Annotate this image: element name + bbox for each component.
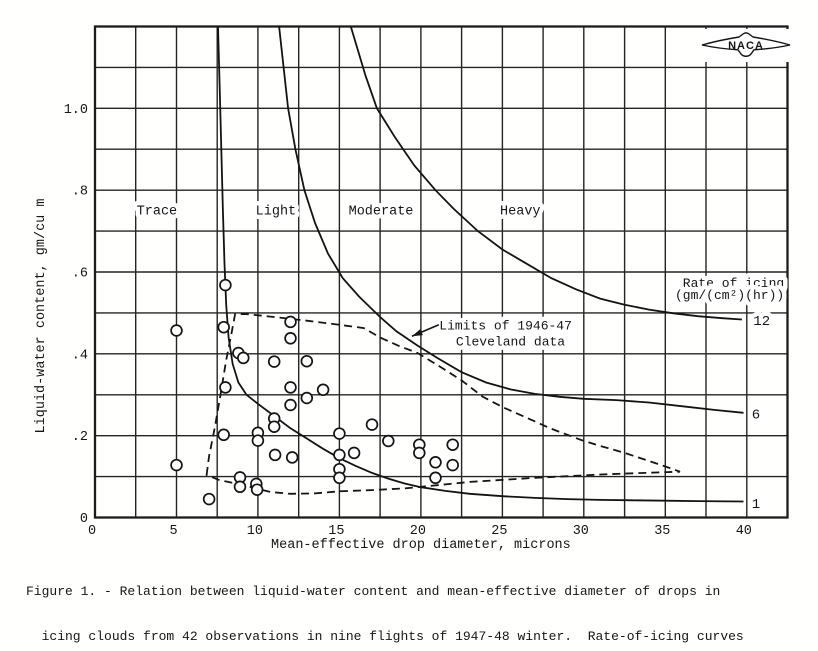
- x-tick-label: 5: [169, 524, 177, 539]
- figure-caption: Figure 1. - Relation between liquid-wate…: [26, 555, 810, 651]
- x-axis-title: Mean-effective drop diameter, microns: [271, 538, 571, 552]
- data-point: [251, 434, 265, 447]
- scatter-points: [170, 278, 459, 506]
- data-point: [268, 448, 282, 462]
- region-label-trace: Trace: [137, 204, 178, 219]
- naca-logo-text: NACA: [728, 40, 764, 52]
- annotation-text-line: Limits of 1946-47: [439, 319, 572, 334]
- cleveland-limits-boundary: [205, 313, 681, 495]
- icing-curve-6: [278, 26, 744, 414]
- data-point: [170, 458, 183, 472]
- y-tick-label: 1.0: [64, 103, 88, 118]
- curve-label-1: 1: [752, 497, 760, 513]
- x-tick-label: 10: [247, 524, 263, 539]
- data-point: [382, 434, 395, 448]
- x-tick-label: 35: [654, 524, 670, 539]
- data-point: [217, 320, 230, 334]
- naca-wings-icon: [701, 32, 791, 57]
- data-point: [333, 448, 346, 462]
- data-point: [233, 480, 247, 494]
- data-point: [267, 355, 281, 368]
- data-point: [300, 391, 314, 405]
- region-label-moderate: Moderate: [349, 204, 414, 219]
- data-point: [250, 483, 264, 496]
- naca-logo: NACA: [698, 29, 794, 62]
- data-point: [285, 451, 299, 464]
- data-point: [300, 354, 314, 368]
- plot-border: [93, 25, 789, 519]
- caption-line: Figure 1. - Relation between liquid-wate…: [26, 583, 721, 599]
- y-tick-label: .6: [72, 267, 88, 282]
- data-point: [284, 332, 297, 345]
- data-point: [365, 418, 379, 431]
- data-point: [237, 351, 250, 365]
- y-tick-label: .2: [72, 430, 88, 445]
- x-tick-label: 20: [410, 524, 426, 539]
- data-point: [170, 324, 183, 337]
- x-axis: 0 5 10 15 20 25 30 35 40 Mean-effective drop diam…: [88, 524, 752, 552]
- data-point: [333, 427, 346, 440]
- data-point: [446, 458, 459, 472]
- y-axis: 0 .2 .4 .6 .8 1.0 Liquid-water content, gm/cu …: [34, 103, 88, 527]
- x-tick-label: 25: [491, 524, 507, 539]
- region-label-light: Light: [256, 204, 297, 219]
- data-point: [429, 471, 442, 485]
- data-point: [347, 446, 361, 460]
- curve-label-6: 6: [752, 408, 760, 424]
- grid: [93, 25, 789, 519]
- data-point: [316, 383, 330, 397]
- grid-lines: [95, 26, 788, 518]
- y-tick-label: .8: [72, 185, 88, 200]
- y-axis-title: Liquid-water content, gm/cu m: [34, 199, 49, 434]
- data-point: [202, 492, 216, 506]
- rate-of-icing-label: Rate of icing(gm/(cm²)(hr)): [670, 272, 788, 308]
- icing-curve-12: [349, 26, 742, 321]
- region-label-heavy: Heavy: [500, 204, 541, 219]
- data-point: [446, 438, 459, 451]
- x-tick-label: 40: [736, 524, 752, 539]
- caption-line: icing clouds from 42 observations in nin…: [26, 628, 744, 644]
- region-labels: Trace Light Moderate Heavy: [132, 200, 545, 224]
- data-point: [284, 381, 297, 394]
- y-tick-label: 0: [80, 512, 88, 527]
- data-point: [219, 278, 232, 292]
- x-tick-label: 30: [573, 524, 589, 539]
- data-point: [413, 446, 426, 460]
- x-tick-label: 15: [328, 524, 344, 539]
- data-point: [284, 398, 297, 412]
- data-point: [429, 456, 442, 469]
- data-point: [267, 420, 281, 433]
- data-point: [219, 381, 232, 394]
- data-point: [284, 315, 297, 329]
- data-point: [333, 471, 346, 485]
- annotation-arrowhead: [411, 329, 423, 337]
- annotation-text-line: Cleveland data: [456, 335, 565, 350]
- rate-of-icing-label-line: (gm/(cm²)(hr)): [675, 288, 784, 303]
- data-point: [217, 428, 230, 442]
- curve-label-12: 12: [753, 314, 770, 330]
- y-tick-label: .4: [72, 348, 88, 363]
- x-tick-label: 0: [88, 524, 96, 539]
